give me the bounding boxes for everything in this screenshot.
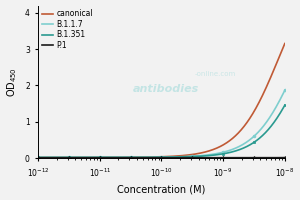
B.1.1.7	[36, 156, 40, 159]
B.1.351	[182, 156, 185, 158]
B.1.1.7	[283, 89, 286, 91]
Text: -online.com: -online.com	[195, 71, 236, 77]
P.1	[148, 157, 152, 159]
Y-axis label: OD$_{450}$: OD$_{450}$	[6, 67, 20, 97]
B.1.351	[36, 156, 40, 159]
B.1.1.7	[222, 151, 226, 153]
canonical	[182, 154, 185, 157]
B.1.1.7	[80, 156, 84, 159]
P.1	[100, 157, 103, 159]
canonical	[80, 156, 84, 159]
canonical	[283, 42, 286, 45]
P.1	[182, 157, 185, 159]
P.1	[80, 157, 84, 159]
canonical	[201, 151, 205, 154]
B.1.351	[283, 104, 286, 106]
B.1.351	[148, 156, 152, 159]
X-axis label: Concentration (M): Concentration (M)	[117, 184, 206, 194]
Line: B.1.1.7: B.1.1.7	[38, 90, 285, 157]
B.1.1.7	[148, 156, 152, 158]
B.1.1.7	[182, 155, 185, 158]
B.1.351	[222, 152, 226, 155]
Line: canonical: canonical	[38, 44, 285, 157]
P.1	[201, 157, 205, 159]
Text: antibodies: antibodies	[133, 84, 200, 94]
canonical	[100, 156, 103, 159]
B.1.1.7	[201, 154, 205, 157]
B.1.351	[80, 156, 84, 159]
P.1	[36, 157, 40, 159]
B.1.1.7	[100, 156, 103, 159]
P.1	[222, 157, 226, 159]
B.1.351	[100, 156, 103, 159]
canonical	[36, 156, 40, 159]
Legend: canonical, B.1.1.7, B.1.351, P.1: canonical, B.1.1.7, B.1.351, P.1	[40, 8, 94, 51]
P.1	[283, 156, 286, 159]
B.1.351	[201, 155, 205, 157]
Line: B.1.351: B.1.351	[38, 105, 285, 157]
canonical	[148, 156, 152, 158]
canonical	[222, 143, 226, 146]
